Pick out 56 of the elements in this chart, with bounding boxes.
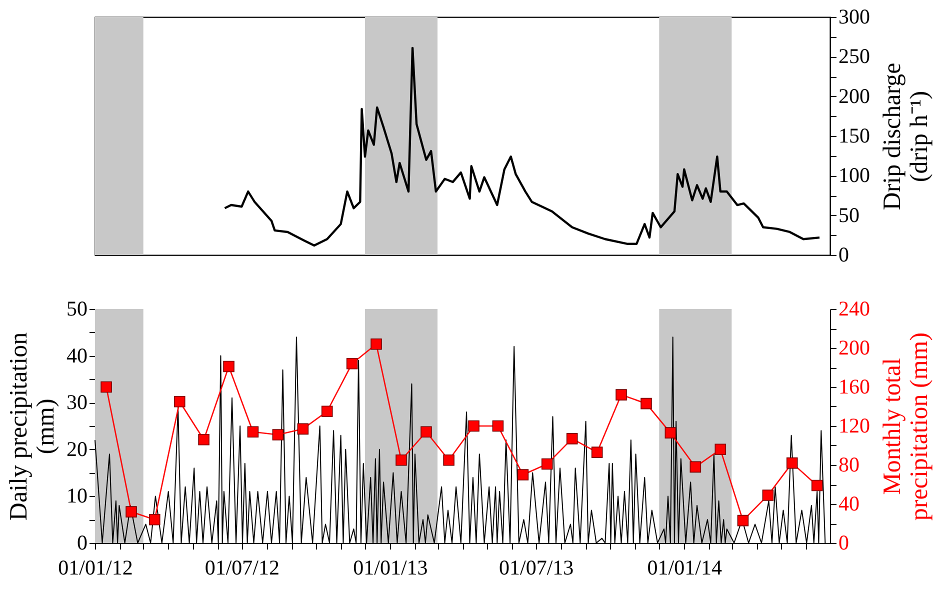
point (591, 446, 603, 458)
point (247, 426, 259, 438)
y-tick-label: 250 (838, 44, 870, 68)
point (100, 381, 112, 393)
point (492, 420, 504, 432)
y-tick-label: 300 (838, 4, 870, 28)
point (786, 457, 798, 469)
line-series (224, 46, 821, 247)
y-tick-label: 0 (838, 242, 849, 266)
y-axis-title: Daily precipitation (mm) (6, 332, 60, 521)
point (198, 434, 210, 446)
x-tick-label: 01/07/12 (204, 556, 280, 580)
point (346, 358, 358, 370)
y2-tick-label: 120 (838, 414, 870, 438)
point (541, 458, 553, 470)
y2-tick-label: 240 (838, 296, 870, 320)
y2-axis-title: Monthly total precipitation (mm) (879, 332, 933, 521)
point (640, 398, 652, 410)
y-tick-label: 20 (66, 436, 88, 461)
point (223, 360, 234, 372)
x-tick-label: 01/07/13 (499, 556, 574, 580)
x-tick-label: 01/01/14 (647, 556, 722, 580)
point (148, 514, 160, 526)
y-tick-label: 10 (66, 484, 88, 508)
point (517, 469, 529, 480)
y-tick-label: 50 (66, 296, 88, 320)
point (420, 426, 432, 438)
point (321, 406, 333, 418)
point (664, 427, 676, 438)
point (272, 429, 284, 440)
point (762, 490, 774, 501)
y-tick-label: 30 (66, 390, 88, 414)
y-tick-label: 40 (66, 343, 88, 368)
point (174, 396, 186, 408)
y-tick-label: 150 (838, 124, 870, 148)
y2-tick-label: 80 (838, 452, 860, 476)
x-tick-label: 01/01/13 (353, 556, 428, 580)
point (443, 454, 454, 466)
point (690, 461, 702, 473)
point (396, 454, 407, 466)
y2-tick-label: 160 (838, 374, 870, 398)
point (811, 480, 823, 492)
point (566, 433, 578, 444)
point (297, 423, 309, 435)
y-tick-label: 100 (838, 163, 870, 188)
point (737, 514, 749, 526)
point (616, 389, 627, 400)
y-tick-label: 0 (77, 530, 88, 554)
point (714, 444, 726, 456)
y-axis-title: Drip discharge (drip h⁻¹) (879, 62, 933, 210)
x-tick-label: 01/01/12 (58, 556, 133, 580)
point (370, 338, 382, 350)
y-tick-label: 50 (838, 202, 860, 227)
point (126, 506, 137, 518)
point (468, 420, 480, 432)
y-tick-label: 200 (838, 84, 870, 108)
